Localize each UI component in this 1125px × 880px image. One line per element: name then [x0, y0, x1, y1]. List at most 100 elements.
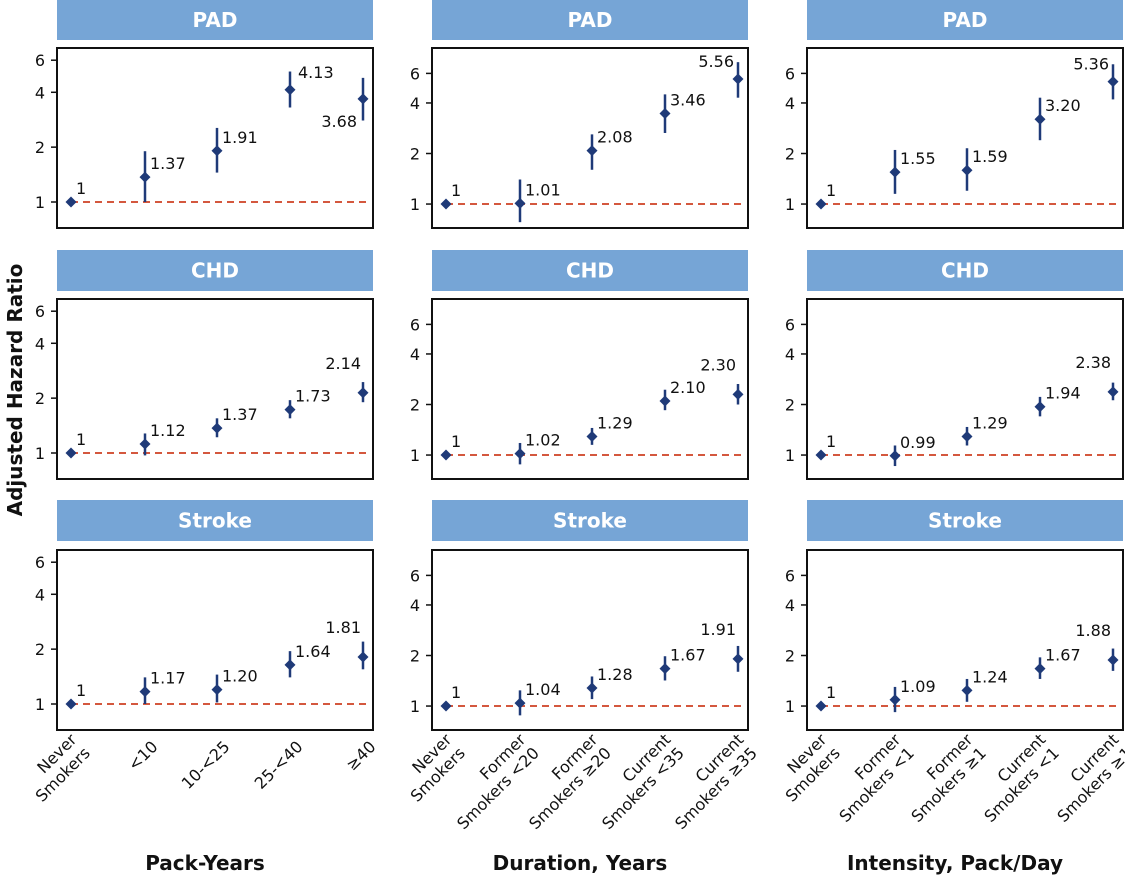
y-tick-label: 1 — [35, 444, 45, 463]
data-label: 2.08 — [597, 128, 633, 147]
x-tick-label: 25-<40 — [251, 737, 307, 793]
y-tick-label: 6 — [35, 51, 45, 70]
data-label: 1.81 — [325, 618, 361, 637]
data-label: 1.09 — [900, 677, 936, 696]
data-label: 3.20 — [1045, 96, 1081, 115]
x-tick-label: NeverSmokers — [768, 730, 844, 806]
data-label: 1 — [451, 683, 461, 702]
data-point — [815, 700, 827, 712]
data-point — [732, 388, 744, 400]
y-tick-label: 6 — [785, 64, 795, 83]
data-label: 3.46 — [670, 91, 706, 110]
x-tick-label: CurrentSmokers ≥1 — [1040, 730, 1125, 826]
x-axis-title: Pack-Years — [145, 851, 265, 875]
x-axis-title: Duration, Years — [493, 851, 668, 875]
panel-pad-3: PAD 1 2 4 6 1 1.55 1.59 3.20 5.36 — [785, 0, 1124, 229]
data-label: 1 — [826, 432, 836, 451]
data-point — [1034, 113, 1046, 125]
data-point — [889, 450, 901, 462]
panel-header — [57, 0, 373, 40]
y-tick-label: 1 — [410, 446, 420, 465]
data-point — [659, 395, 671, 407]
data-label: 2.10 — [670, 378, 706, 397]
x-tick-label: FormerSmokers ≥1 — [894, 730, 990, 826]
panel-title: Stroke — [553, 509, 627, 533]
data-label: 1.37 — [222, 405, 258, 424]
panel-title: Stroke — [928, 509, 1002, 533]
panel-title: Stroke — [178, 509, 252, 533]
data-label: 1.64 — [295, 642, 331, 661]
data-label: 1.20 — [222, 667, 258, 686]
data-point — [1107, 76, 1119, 88]
y-tick-label: 1 — [785, 697, 795, 716]
data-point — [440, 700, 452, 712]
data-label: 1.01 — [525, 180, 561, 199]
panel-header — [57, 250, 373, 291]
data-label: 1.17 — [150, 669, 186, 688]
data-point — [732, 73, 744, 85]
panel-header — [807, 500, 1123, 541]
data-point — [65, 196, 77, 208]
data-label: 1.29 — [597, 413, 633, 432]
data-point — [586, 145, 598, 157]
data-point — [961, 164, 973, 176]
data-label: 1.55 — [900, 149, 936, 168]
data-point — [514, 197, 526, 209]
data-label: 1 — [826, 181, 836, 200]
data-label: 1.12 — [150, 421, 186, 440]
x-tick-label: NeverSmokers — [18, 730, 94, 806]
y-tick-label: 4 — [35, 334, 45, 353]
data-label: 1.67 — [1045, 646, 1081, 665]
data-label: 0.99 — [900, 433, 936, 452]
y-tick-label: 2 — [35, 389, 45, 408]
y-tick-label: 6 — [785, 566, 795, 585]
y-tick-label: 4 — [35, 585, 45, 604]
data-label: 1.29 — [972, 413, 1008, 432]
x-tick-label-line: 10-<25 — [178, 737, 234, 793]
plot-frame — [431, 298, 749, 480]
y-tick-label: 1 — [35, 695, 45, 714]
data-label: 1.94 — [1045, 384, 1081, 403]
panel-chd-2: CHD 1 2 4 6 1 1.02 1.29 2.10 2.30 — [410, 250, 749, 480]
data-point — [139, 438, 151, 450]
data-label: 1.28 — [597, 665, 633, 684]
data-label: 1 — [451, 432, 461, 451]
data-label: 1.24 — [972, 667, 1008, 686]
data-point — [514, 448, 526, 460]
data-point — [139, 171, 151, 183]
y-tick-label: 2 — [35, 640, 45, 659]
data-point — [586, 430, 598, 442]
panel-stroke-1: Stroke 1 2 4 6 1 1.17 1.20 1.64 1.81 NeverSmokers <… — [18, 500, 379, 875]
data-point — [815, 198, 827, 210]
data-point — [961, 684, 973, 696]
plot-frame — [806, 549, 1124, 731]
y-tick-label: 4 — [410, 94, 420, 113]
x-tick-label: <10 — [124, 737, 161, 774]
y-tick-label: 1 — [785, 446, 795, 465]
panel-title: CHD — [191, 259, 239, 283]
data-point — [440, 449, 452, 461]
y-tick-label: 1 — [785, 195, 795, 214]
data-label: 1.73 — [295, 387, 331, 406]
data-label: 1.67 — [670, 646, 706, 665]
y-tick-label: 4 — [410, 596, 420, 615]
y-tick-label: 6 — [35, 302, 45, 321]
x-tick-label: NeverSmokers — [393, 730, 469, 806]
data-point — [139, 686, 151, 698]
panel-title: CHD — [941, 259, 989, 283]
y-tick-label: 4 — [35, 83, 45, 102]
y-tick-label: 2 — [785, 396, 795, 415]
data-label: 2.38 — [1075, 353, 1111, 372]
data-point — [65, 447, 77, 459]
data-point — [440, 198, 452, 210]
data-label: 1.02 — [525, 431, 561, 450]
y-tick-label: 1 — [410, 195, 420, 214]
y-tick-label: 6 — [410, 64, 420, 83]
panel-pad-2: PAD 1 2 4 6 1 1.01 2.08 3.46 5.56 — [410, 0, 749, 229]
data-point — [1034, 663, 1046, 675]
plot-frame — [56, 549, 374, 731]
data-label: 4.13 — [298, 63, 334, 82]
